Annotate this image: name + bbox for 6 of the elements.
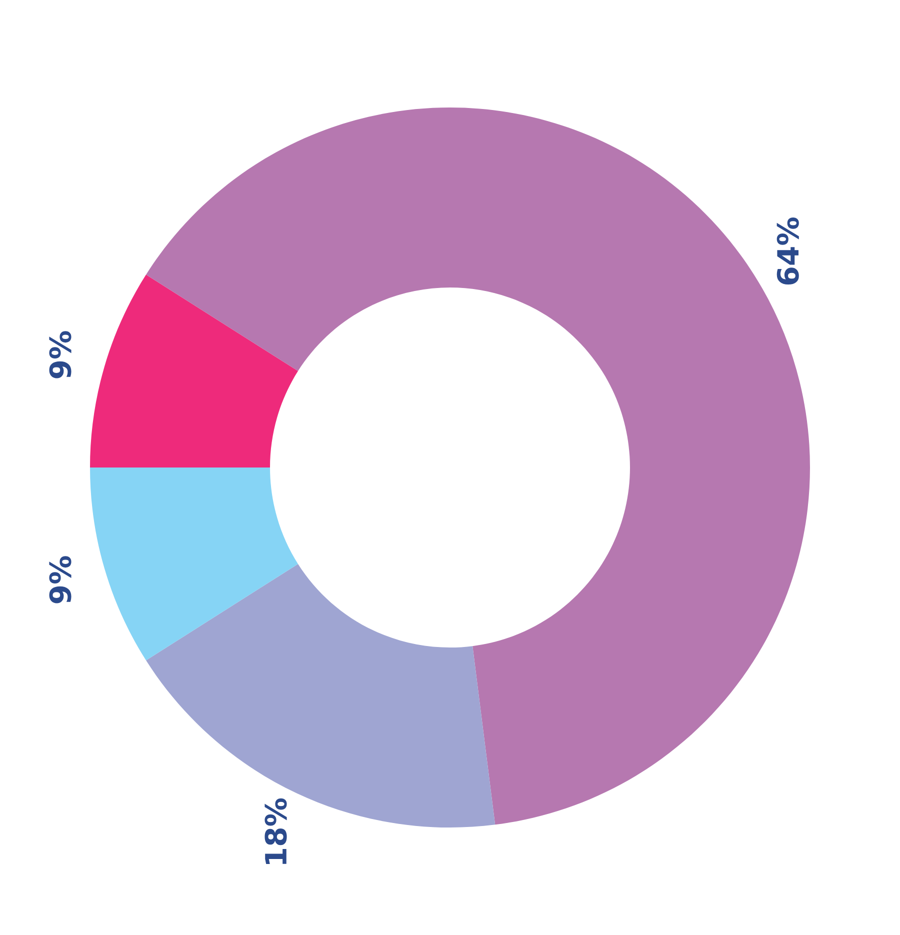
data-label: 9% <box>49 556 72 604</box>
donut-slice <box>90 274 298 468</box>
data-label: 18% <box>264 798 287 864</box>
data-label: 9% <box>49 331 72 378</box>
donut-slice <box>90 468 298 660</box>
data-label: 64% <box>776 217 799 285</box>
